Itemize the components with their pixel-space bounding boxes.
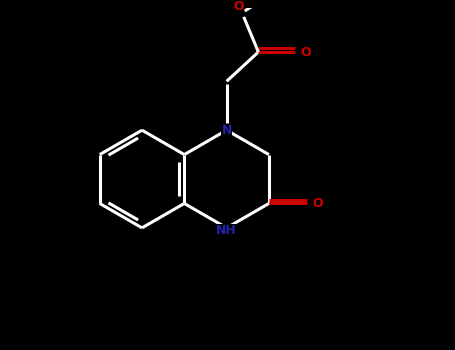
Text: O: O (233, 0, 244, 13)
Text: O: O (300, 46, 311, 58)
Text: NH: NH (216, 224, 237, 237)
Text: N: N (222, 124, 232, 136)
Text: O: O (313, 197, 323, 210)
